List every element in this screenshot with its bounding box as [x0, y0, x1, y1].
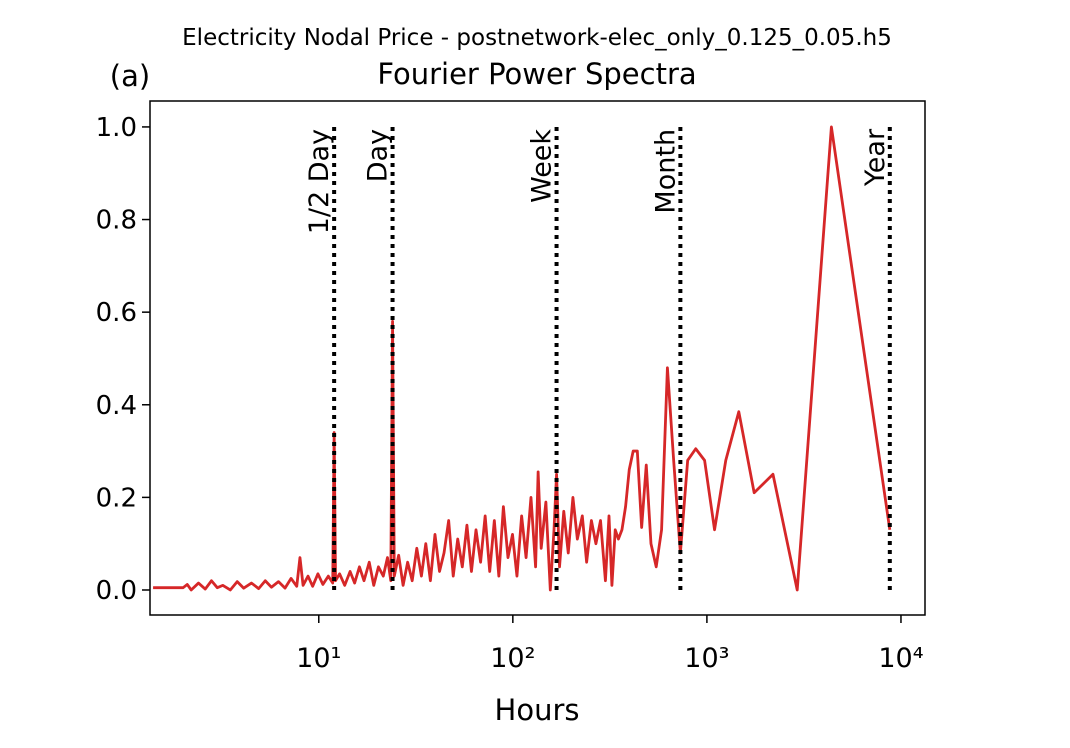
y-tick-label: 0.4 — [96, 391, 137, 421]
chart-title: Fourier Power Spectra — [377, 57, 696, 91]
x-tick-label: 10³ — [684, 643, 729, 674]
y-tick-label: 0.2 — [96, 483, 137, 513]
y-tick-label: 1.0 — [96, 113, 137, 143]
spectrum-line — [153, 125, 892, 592]
reference-label: Week — [527, 129, 558, 203]
x-tick-label: 10² — [490, 643, 535, 674]
y-tick-label: 0.8 — [96, 206, 137, 236]
reference-label: Month — [650, 129, 681, 214]
reference-label: Year — [860, 128, 891, 187]
x-axis-label: Hours — [495, 693, 580, 727]
plot: 1/2 Day Day Week Month Year — [153, 125, 892, 592]
reference-label: Day — [363, 129, 394, 182]
reference-label: 1/2 Day — [304, 129, 335, 234]
x-tick-label: 10⁴ — [878, 643, 923, 674]
suptitle: Electricity Nodal Price - postnetwork-el… — [182, 25, 892, 51]
y-tick-label: 0.6 — [96, 298, 137, 328]
x-tick-label: 10¹ — [296, 643, 341, 674]
y-tick-label: 0.0 — [96, 576, 137, 606]
panel-label: (a) — [110, 59, 150, 93]
plot-frame — [149, 100, 926, 616]
